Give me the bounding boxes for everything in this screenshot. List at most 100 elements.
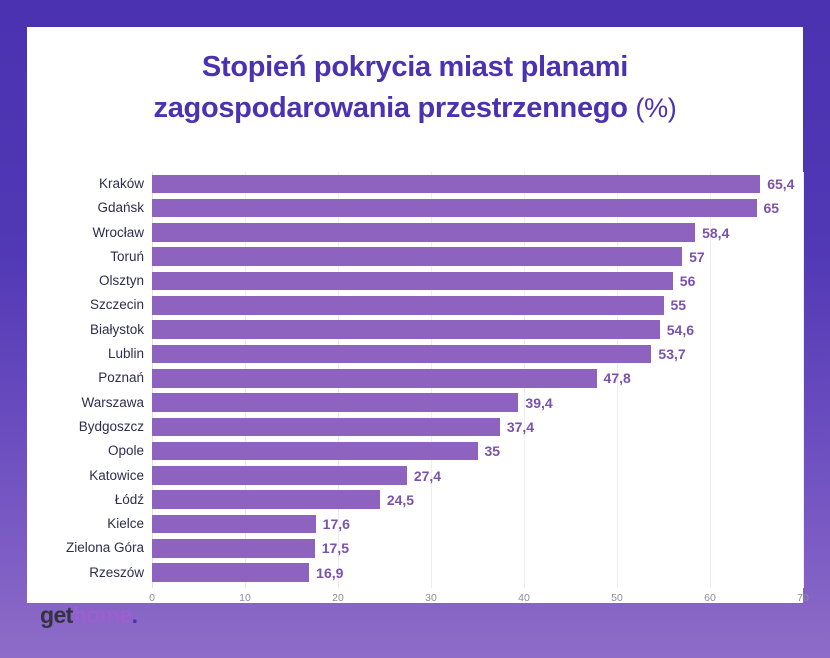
- bar-value-label: 35: [484, 443, 501, 460]
- bar-row[interactable]: Lublin 53,7: [27, 342, 803, 366]
- category-label: Toruń: [110, 248, 144, 264]
- bar-track: 37,4: [152, 415, 803, 439]
- bar-value-label: 65,4: [767, 176, 795, 192]
- title-line-1: Stopień pokrycia miast planami: [201, 51, 629, 83]
- bar-track: 17,5: [152, 536, 803, 560]
- bar-value-label: 55: [670, 297, 687, 314]
- bar-track: 16,9: [152, 561, 803, 585]
- brand-logo: gethome.: [40, 602, 138, 629]
- bar-track: 65: [152, 196, 803, 220]
- bar[interactable]: [152, 393, 519, 412]
- bar[interactable]: [152, 271, 673, 291]
- logo-part-get: get: [40, 602, 73, 628]
- category-label: Lublin: [107, 346, 144, 362]
- bar-value-label: 57: [689, 248, 705, 265]
- x-tick-label: 0: [149, 592, 155, 604]
- bar[interactable]: [152, 368, 597, 388]
- bar-value-label: 24,5: [386, 491, 415, 508]
- bar-row[interactable]: Olsztyn 56: [27, 269, 803, 293]
- bar-row[interactable]: Wrocław 58,4: [27, 221, 803, 245]
- bar-value-label: 65: [763, 200, 780, 217]
- title-unit: (%): [635, 93, 677, 123]
- category-label: Poznań: [98, 370, 144, 386]
- bar-track: 53,7: [152, 342, 803, 366]
- category-label: Kielce: [107, 516, 144, 532]
- bar[interactable]: [152, 296, 664, 315]
- category-label: Olsztyn: [98, 273, 144, 289]
- bar[interactable]: [152, 563, 310, 582]
- bar-track: 65,4: [152, 172, 803, 196]
- bar-row[interactable]: Szczecin 55: [27, 293, 803, 317]
- x-tick-label: 20: [332, 592, 344, 604]
- bar[interactable]: [152, 417, 500, 437]
- x-tick-label: 30: [425, 592, 437, 604]
- bar-track: 56: [152, 269, 803, 293]
- bar-row[interactable]: Kraków 65,4: [27, 172, 803, 196]
- bar[interactable]: [152, 514, 316, 534]
- page-title: Stopień pokrycia miast planami zagospoda…: [27, 47, 803, 129]
- x-axis: 0 10 20 30 40 50 60 70: [149, 588, 809, 610]
- bar-chart: Kraków 65,4 Gdańsk 65 Wrocław 58,4 Toruń 57 Olsz…: [27, 145, 809, 604]
- bar-rows: Kraków 65,4 Gdańsk 65 Wrocław 58,4 Toruń 57 Olsz…: [27, 172, 803, 585]
- bar-row[interactable]: Opole 35: [27, 439, 803, 463]
- bar[interactable]: [152, 320, 660, 339]
- bar-track: 54,6: [152, 318, 803, 342]
- bar[interactable]: [152, 539, 315, 558]
- bar-value-label: 53,7: [658, 346, 686, 363]
- bar-value-label: 54,6: [666, 321, 695, 338]
- bar[interactable]: [152, 466, 407, 485]
- bar-value-label: 17,6: [322, 516, 350, 533]
- category-label: Bydgoszcz: [78, 418, 144, 434]
- bar-track: 17,6: [152, 512, 803, 536]
- bar[interactable]: [152, 223, 696, 242]
- bar-row[interactable]: Gdańsk 65: [27, 196, 803, 220]
- bar[interactable]: [152, 490, 380, 510]
- category-label: Warszawa: [81, 394, 144, 410]
- bar-track: 27,4: [152, 464, 803, 488]
- bar[interactable]: [152, 198, 757, 218]
- x-tick-label: 70: [797, 592, 809, 604]
- logo-part-home: home: [72, 602, 133, 628]
- category-label: Wrocław: [92, 224, 144, 240]
- bar[interactable]: [152, 441, 478, 461]
- bar-value-label: 17,5: [321, 540, 349, 557]
- bar-row[interactable]: Zielona Góra 17,5: [27, 536, 803, 560]
- x-tick-label: 40: [518, 592, 530, 604]
- bar-track: 58,4: [152, 221, 803, 245]
- bar-value-label: 56: [679, 273, 696, 290]
- category-label: Rzeszów: [89, 564, 144, 580]
- x-tick-label: 50: [611, 592, 623, 604]
- bar[interactable]: [152, 344, 652, 364]
- gridline: [803, 172, 804, 588]
- bar[interactable]: [152, 247, 683, 267]
- bar-row[interactable]: Katowice 27,4: [27, 464, 803, 488]
- bar-row[interactable]: Toruń 57: [27, 245, 803, 269]
- category-label: Zielona Góra: [65, 540, 144, 556]
- bar-row[interactable]: Bydgoszcz 37,4: [27, 415, 803, 439]
- chart-card: Stopień pokrycia miast planami zagospoda…: [27, 27, 809, 604]
- bar-track: 47,8: [152, 366, 803, 390]
- bar-value-label: 16,9: [316, 564, 344, 581]
- category-label: Białystok: [89, 321, 144, 337]
- category-label: Katowice: [89, 467, 144, 483]
- bar-row[interactable]: Warszawa 39,4: [27, 391, 803, 415]
- bar-row[interactable]: Kielce 17,6: [27, 512, 803, 536]
- bar-value-label: 39,4: [525, 394, 553, 411]
- bar-row[interactable]: Białystok 54,6: [27, 318, 803, 342]
- x-tick-label: 60: [704, 592, 716, 604]
- logo-part-dot: .: [131, 602, 138, 628]
- bar-track: 55: [152, 293, 803, 317]
- bar-value-label: 37,4: [506, 418, 535, 435]
- category-label: Gdańsk: [97, 200, 144, 216]
- bar-row[interactable]: Rzeszów 16,9: [27, 561, 803, 585]
- x-tick-label: 10: [239, 592, 251, 604]
- category-label: Łódź: [114, 491, 144, 507]
- category-label: Opole: [107, 443, 144, 459]
- bar[interactable]: [152, 174, 761, 194]
- bar-track: 57: [152, 245, 803, 269]
- bar-track: 24,5: [152, 488, 803, 512]
- bar-row[interactable]: Poznań 47,8: [27, 366, 803, 390]
- bar-value-label: 27,4: [413, 467, 442, 484]
- bar-row[interactable]: Łódź 24,5: [27, 488, 803, 512]
